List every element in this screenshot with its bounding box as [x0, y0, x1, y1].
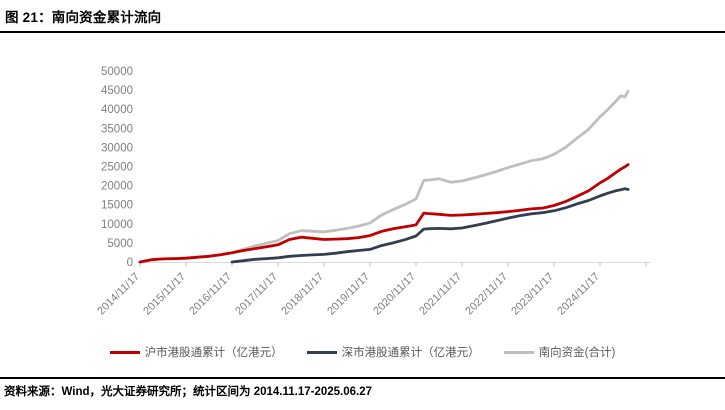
x-tick-label: 2019/11/17: [325, 271, 372, 318]
legend-swatch-shenzhen: [306, 350, 337, 354]
x-tick-label: 2020/11/17: [371, 271, 418, 318]
x-axis-labels: 2014/11/17 2015/11/17 2016/11/17 2017/11/17…: [95, 271, 602, 318]
x-tick-label: 2015/11/17: [141, 271, 188, 318]
series-line-shenzhen: [230, 187, 630, 264]
legend-label-shanghai: 沪市港股通累计（亿港元）: [144, 347, 283, 359]
x-tick-label: 2016/11/17: [187, 271, 234, 318]
legend-item-shanghai: 沪市港股通累计（亿港元）: [109, 344, 283, 360]
chart-legend: 沪市港股通累计（亿港元） 深市港股通累计（亿港元） 南向资金(合计): [0, 344, 725, 360]
y-tick-label: 20000: [101, 181, 133, 193]
x-tick-label: 2024/11/17: [555, 271, 602, 318]
x-tick-label: 2023/11/17: [509, 271, 556, 318]
x-axis: [137, 262, 650, 267]
y-tick-label: 40000: [101, 104, 133, 116]
legend-label-shenzhen: 深市港股通累计（亿港元）: [341, 347, 480, 359]
y-tick-label: 35000: [101, 123, 133, 135]
legend-item-total: 南向资金(合计): [503, 344, 616, 360]
y-axis-labels: 0 5000 10000 15000 20000 25000 30000 35000 40000…: [101, 66, 133, 269]
source-note: 资料来源：Wind，光大证券研究所；统计区间为 2014.11.17-2025.…: [4, 386, 372, 398]
x-tick-label: 2022/11/17: [463, 271, 510, 318]
footer-divider: [0, 377, 725, 379]
y-tick-label: 25000: [101, 162, 133, 174]
legend-label-total: 南向资金(合计): [538, 347, 616, 359]
y-tick-label: 45000: [101, 85, 133, 97]
x-tick-label: 2021/11/17: [417, 271, 464, 318]
legend-swatch-shanghai: [109, 350, 140, 354]
y-tick-label: 15000: [101, 200, 133, 212]
y-tick-label: 5000: [107, 238, 133, 250]
series-line-shanghai: [138, 163, 630, 264]
series-line-total: [138, 89, 630, 264]
y-tick-label: 10000: [101, 219, 133, 231]
x-tick-label: 2014/11/17: [95, 271, 142, 318]
x-tick-label: 2018/11/17: [279, 271, 326, 318]
y-tick-label: 0: [127, 257, 133, 269]
title-divider: [0, 31, 725, 33]
y-tick-label: 50000: [101, 66, 133, 78]
legend-swatch-total: [503, 350, 534, 354]
figure-title: 图 21：南向资金累计流向: [5, 10, 162, 25]
legend-item-shenzhen: 深市港股通累计（亿港元）: [306, 344, 480, 360]
y-tick-label: 30000: [101, 142, 133, 154]
x-tick-label: 2017/11/17: [233, 271, 280, 318]
